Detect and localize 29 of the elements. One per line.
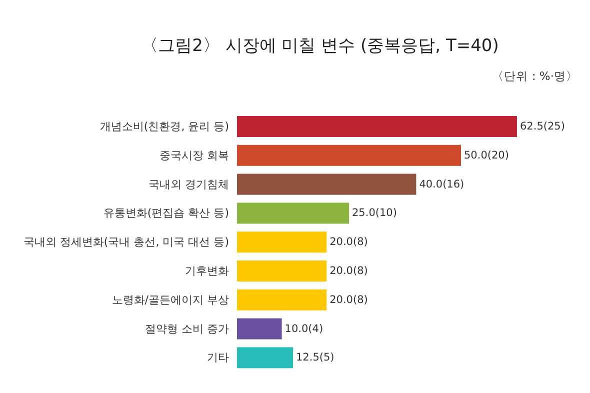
data-label: 50.0(20) — [464, 149, 509, 162]
data-label: 62.5(25) — [520, 120, 565, 132]
data-label: 20.0(8) — [330, 265, 368, 277]
y-tick-label: 기타 — [207, 351, 229, 364]
bar — [237, 347, 293, 368]
chart-title: 〈그림2〉 시장에 미칠 변수 (중복응답, T=40) — [141, 36, 499, 56]
y-tick-label: 기후변화 — [185, 264, 229, 278]
bar — [237, 174, 416, 195]
y-tick-label: 국내외 정세변화(국내 총선, 미국 대선 등) — [23, 236, 229, 249]
y-tick-label: 개념소비(친환경, 윤리 등) — [100, 120, 229, 133]
data-label: 10.0(4) — [284, 322, 324, 335]
y-tick-label: 노령화/골든에이지 부상 — [112, 293, 229, 306]
bar — [237, 289, 327, 310]
text: 〈단위 : %·명〉 — [492, 69, 578, 83]
bar — [237, 144, 461, 166]
bar — [237, 202, 349, 224]
bar — [237, 116, 517, 137]
y-tick-label: 유통변화(편집숍 확산 등) — [103, 206, 229, 220]
y-tick-label: 절약형 소비 증가 — [145, 322, 229, 336]
data-label: 12.5(5) — [296, 352, 334, 364]
bar — [237, 260, 327, 282]
data-label: 25.0(10) — [352, 207, 397, 220]
bar — [237, 318, 282, 340]
data-label: 20.0(8) — [330, 236, 368, 248]
y-tick-label: 국내외 경기침체 — [148, 178, 229, 191]
data-label: 20.0(8) — [330, 294, 368, 306]
y-tick-label: 중국시장 회복 — [160, 148, 229, 162]
bar — [237, 232, 327, 253]
data-label: 40.0(16) — [419, 178, 464, 190]
